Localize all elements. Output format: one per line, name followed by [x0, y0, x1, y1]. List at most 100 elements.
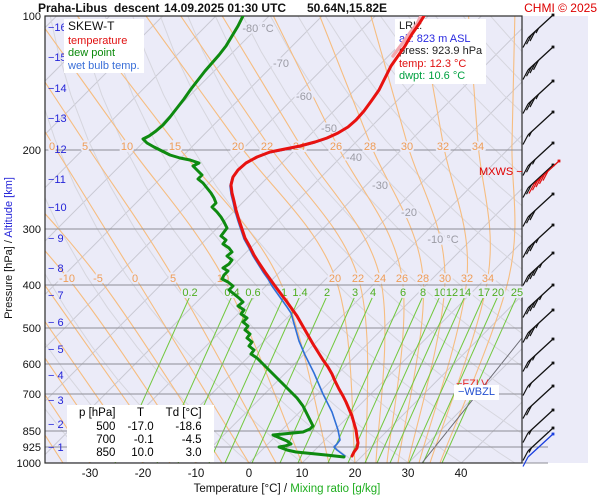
temperature-tick-label: 30 [402, 468, 415, 480]
table-cell: 10.0 [131, 447, 154, 459]
temperature-tick-label: 40 [455, 468, 468, 480]
moist-adiabat-line [45, 284, 171, 463]
wind-barb [522, 426, 555, 461]
pressure-tick-label: 300 [23, 224, 41, 236]
wind-barb [522, 13, 555, 48]
temperature-tick-label: 10 [296, 468, 309, 480]
altitude-tick-label: −14 [48, 83, 67, 95]
wind-barb [522, 251, 555, 286]
table-cell: -17.0 [127, 421, 154, 433]
altitude-tick-label: − 7 [48, 290, 64, 302]
special-diagonal-line [421, 337, 522, 463]
mixing-ratio-line [441, 295, 518, 463]
table-row: 700 -0.1 -4.5 [73, 434, 208, 447]
bottom-axis-title: Temperature [°C] / Mixing ratio [g/kg] [194, 483, 381, 495]
wind-barb [522, 192, 555, 227]
temperature-tick-label: 0 [246, 468, 252, 480]
legend-items: temperature dew point wet bulb temp. [68, 35, 140, 73]
isotherm-line [354, 294, 522, 463]
legend-item: temperature [68, 34, 128, 47]
mixing-ratio-line [422, 295, 499, 463]
altitude-tick-label: − 2 [48, 419, 64, 431]
pressure-tick-label: 400 [23, 280, 41, 292]
pressure-tick-label: 600 [23, 359, 41, 371]
temperature-tick-label: -10 [188, 468, 205, 480]
table-cell: -18.6 [175, 421, 202, 433]
lrl-pressure: press: 923.9 hPa [399, 45, 483, 57]
lrl-altitude: alt: 823 m ASL [399, 32, 471, 45]
wind-barb [522, 163, 555, 198]
legend-heading: SKEW-T [68, 19, 115, 33]
lrl-info-box: LRL: alt: 823 m ASL press: 923.9 hPa tem… [395, 19, 487, 84]
pressure-tick-label: 700 [23, 389, 41, 401]
wind-barb [522, 384, 555, 419]
wind-barb [522, 45, 555, 80]
wind-barb [522, 110, 555, 145]
wind-barb [522, 283, 555, 318]
altitude-tick-label: −15 [48, 52, 67, 64]
pressure-tick-label: 200 [23, 145, 41, 157]
levels-table: p [hPa] T Td [°C] 500 -17.0 -18.6 700 -0.1 -4.5… [73, 407, 208, 460]
altitude-tick-label: − 3 [48, 395, 64, 407]
max-wind-barb [528, 159, 561, 194]
altitude-tick-label: −12 [48, 144, 67, 156]
table-cell: -0.1 [133, 434, 154, 446]
altitude-tick-label: − 9 [48, 233, 64, 245]
table-cell: 850 [96, 447, 116, 459]
dry-adiabat-line [407, 16, 522, 145]
dry-adiabat-line [45, 408, 91, 463]
pressure-tick-label: 925 [23, 442, 41, 454]
altitude-tick-label: −16 [48, 22, 67, 34]
table-header: Td [°C] [165, 407, 202, 419]
wind-barb [522, 408, 555, 443]
temperature-tick-label: 20 [349, 468, 362, 480]
moist-adiabat-line [45, 320, 144, 463]
levels-table-box: p [hPa] T Td [°C] 500 -17.0 -18.6 700 -0.1 -4.5… [67, 405, 214, 462]
surface-wind-barb [522, 432, 555, 467]
wind-barb [522, 141, 555, 176]
dry-adiabat-line [435, 16, 522, 114]
altitude-tick-label: − 4 [48, 370, 64, 382]
dry-adiabat-line [379, 16, 522, 176]
pressure-tick-label: 500 [23, 323, 41, 335]
station-name: Praha-Libus [38, 1, 108, 15]
pressure-tick-label: 1000 [17, 458, 41, 470]
wind-barb [522, 223, 555, 258]
legend-box: SKEW-T temperature dew point wet bulb temp… [64, 19, 144, 73]
moist-adiabat-line [45, 357, 117, 463]
altitude-tick-label: − 1 [48, 442, 64, 454]
altitude-tick-label: − 6 [48, 317, 64, 329]
sounding-datetime: 14.09.2025 01:30 UTC [164, 1, 287, 15]
wind-barb [522, 79, 555, 114]
table-row: 850 10.0 3.0 [73, 447, 208, 460]
temperature-tick-label: -30 [82, 468, 99, 480]
legend-item: wet bulb temp. [68, 59, 140, 72]
left-axis-title: Pressure [hPa] / Altitude [km] [3, 177, 15, 319]
altitude-tick-label: −10 [48, 202, 67, 214]
wind-barb [522, 308, 555, 343]
wet-bulb-zero-label: −WBZL [458, 386, 495, 398]
legend-item: dew point [68, 47, 116, 59]
table-cell: 500 [96, 421, 116, 433]
altitude-tick-label: − 8 [48, 263, 64, 275]
table-row: 500 -17.0 -18.6 [73, 421, 208, 434]
lrl-temperature: temp: 12.3 °C [399, 57, 467, 70]
isotherm-line [45, 16, 164, 136]
temperature-tick-label: -20 [135, 468, 152, 480]
wet-bulb-zero-box: −WBZL [454, 385, 499, 400]
station-coordinates: 50.64N,15.82E [307, 1, 388, 15]
table-cell: 700 [96, 434, 116, 446]
lrl-heading: LRL: [399, 20, 423, 32]
altitude-tick-label: −11 [48, 174, 66, 186]
altitude-tick-label: −13 [48, 113, 67, 125]
pressure-tick-label: 100 [23, 11, 41, 23]
table-header: T [137, 407, 145, 419]
altitude-tick-label: − 5 [48, 344, 64, 356]
wind-barb [522, 361, 555, 396]
wind-barb [522, 337, 555, 372]
lrl-dewpoint: dwpt: 10.6 °C [399, 70, 466, 82]
title-bar: Praha-Libus descent 14.09.2025 01:30 UTC… [0, 0, 600, 16]
pressure-tick-label: 850 [23, 426, 41, 438]
copyright-label: CHMI © 2025 [524, 1, 597, 15]
table-header: p [hPa] [79, 407, 116, 419]
